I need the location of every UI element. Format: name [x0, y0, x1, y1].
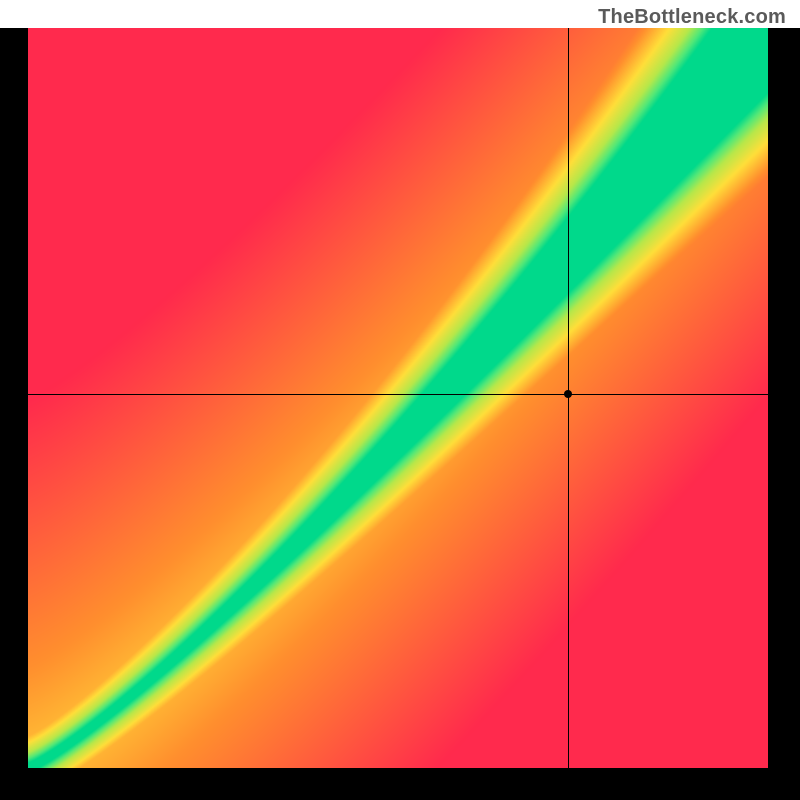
attribution-text: TheBottleneck.com — [598, 6, 786, 29]
heatmap-plot-area — [28, 28, 768, 768]
bottleneck-heatmap — [28, 28, 768, 768]
selection-marker-dot — [564, 390, 572, 398]
chart-outer-frame — [0, 28, 800, 800]
crosshair-horizontal — [28, 394, 768, 395]
